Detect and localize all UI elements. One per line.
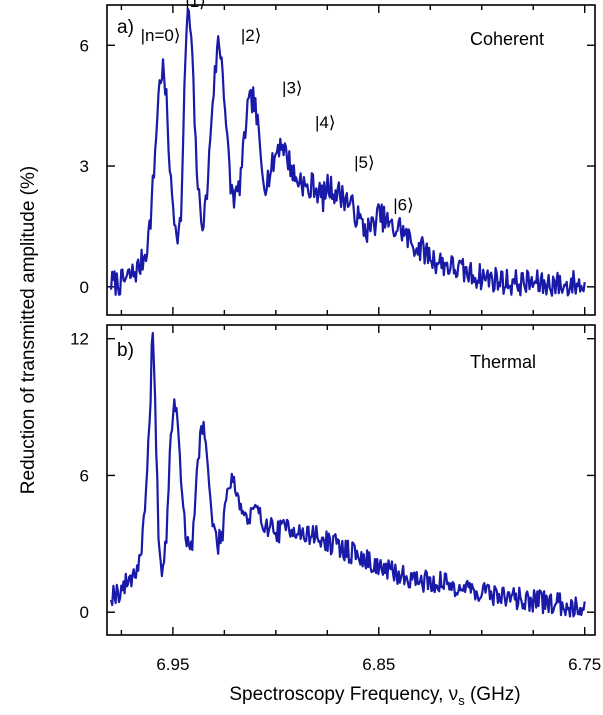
panel-b-y-tick-label: 12	[70, 330, 89, 349]
x-axis-title-main: Spectroscopy Frequency, ν	[229, 684, 458, 705]
panel-a-y-tick-label: 0	[80, 278, 89, 297]
panel-b: b) Thermal 0 6 12 6.95 6.85 6.75	[70, 324, 601, 674]
x-axis-title: Spectroscopy Frequency, νs (GHz)	[229, 684, 520, 708]
panel-a-condition-label: Coherent	[470, 29, 544, 49]
panel-b-y-tick-label: 6	[80, 466, 89, 485]
x-tick-label: 6.75	[568, 655, 601, 674]
peak-label: |n=0⟩	[141, 26, 181, 45]
panel-a-tag: a)	[117, 17, 134, 38]
panel-b-frame	[106, 324, 596, 636]
x-axis-title-subscript: s	[458, 693, 465, 708]
peak-label: |5⟩	[354, 153, 375, 172]
panel-a-frame	[106, 4, 596, 316]
peak-label: |3⟩	[282, 79, 303, 98]
panel-a: a) Coherent 0 3 6 |n=0⟩ |1⟩ |2⟩ |3⟩ |4⟩ |5⟩ |6⟩	[80, 0, 596, 316]
peak-label: |1⟩	[185, 0, 206, 11]
panel-b-condition-label: Thermal	[470, 352, 536, 372]
x-axis-title-unit: (GHz)	[465, 684, 521, 705]
panel-b-y-tick-label: 0	[80, 603, 89, 622]
panel-a-y-tick-label: 6	[80, 36, 89, 55]
panel-a-y-tick-label: 3	[80, 157, 89, 176]
peak-label: |2⟩	[241, 26, 262, 45]
peak-label: |4⟩	[315, 113, 336, 132]
x-tick-label: 6.85	[362, 655, 395, 674]
y-axis-title: Reduction of transmitted amplitude (%)	[18, 166, 39, 494]
peak-label: |6⟩	[393, 195, 414, 214]
panel-b-series-line	[110, 331, 586, 618]
panel-b-tag: b)	[117, 340, 134, 361]
panel-a-series-line	[110, 7, 586, 297]
x-tick-label: 6.95	[156, 655, 189, 674]
